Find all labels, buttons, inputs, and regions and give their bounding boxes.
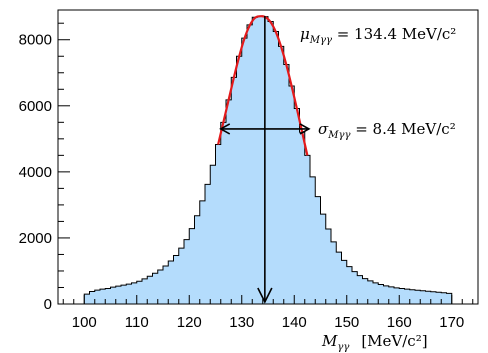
sigma-annotation: σMγγ = 8.4 MeV/c² — [318, 120, 456, 141]
y-tick-label: 4000 — [19, 164, 52, 181]
histogram-bin — [215, 144, 222, 304]
histogram-bin — [126, 284, 132, 304]
histogram-bin — [205, 184, 211, 304]
histogram-bin — [252, 17, 258, 304]
histogram-bin — [415, 290, 421, 304]
arrow-layer — [219, 15, 311, 304]
histogram-bars — [83, 15, 453, 305]
histogram-bin — [173, 255, 180, 304]
histogram-bin — [226, 99, 232, 304]
histogram-bin — [268, 21, 274, 304]
fit-curve — [217, 15, 309, 156]
histogram-bin — [278, 46, 285, 305]
histogram-bin — [105, 288, 111, 304]
histogram-bin — [199, 200, 206, 304]
histogram-bin — [367, 280, 374, 304]
histogram-bin — [404, 289, 411, 304]
x-tick-label: 140 — [282, 314, 307, 331]
histogram-bin — [220, 122, 227, 304]
histogram-bin — [121, 285, 127, 304]
histogram-bin — [131, 282, 138, 304]
histogram-bin — [294, 108, 300, 304]
histogram-bin — [304, 155, 311, 304]
histogram-bin — [168, 261, 174, 304]
histogram-bin — [394, 287, 400, 304]
histogram-bin — [441, 292, 447, 304]
histogram-bin — [247, 24, 253, 304]
histogram-bin — [325, 229, 332, 304]
axes — [57, 9, 479, 305]
histogram-bin — [100, 289, 106, 304]
y-tick-label: 2000 — [19, 230, 52, 247]
x-tick-label: 160 — [387, 314, 412, 331]
sigma-arrowhead-right — [299, 123, 311, 135]
histogram-bin — [315, 196, 321, 304]
histogram-bin — [283, 64, 290, 304]
histogram-bin — [231, 77, 237, 304]
mean-arrowhead — [257, 287, 273, 304]
histogram-bin — [136, 281, 143, 304]
y-tick-label: 8000 — [19, 32, 52, 49]
sigma-arrowhead-left — [219, 123, 231, 135]
fit-curve-layer — [217, 15, 309, 156]
histogram-bin — [273, 31, 279, 304]
histogram-bin — [178, 248, 185, 304]
x-tick-label: 120 — [177, 314, 202, 331]
histogram-bin — [310, 176, 316, 304]
histogram-bin — [89, 291, 96, 304]
histogram-bin — [194, 215, 201, 304]
mean-annotation: μMγγ = 134.4 MeV/c² — [300, 25, 456, 46]
histogram-bin — [336, 252, 342, 304]
histogram-bin — [425, 291, 432, 304]
histogram-bin — [236, 56, 243, 304]
histogram-bin — [436, 292, 442, 304]
histogram-bin — [289, 85, 295, 304]
histogram-bin — [378, 284, 384, 304]
histogram-bin — [115, 286, 122, 304]
histogram-bin — [84, 294, 90, 304]
histogram-bin — [241, 38, 248, 305]
histogram-bin — [142, 278, 148, 304]
histogram-bin — [163, 266, 169, 304]
histogram-bin — [152, 273, 159, 304]
histogram-bin — [446, 293, 453, 304]
histogram-bin — [399, 288, 405, 304]
histogram-bin — [383, 285, 390, 304]
x-tick-label: 130 — [229, 314, 254, 331]
y-tick-label: 0 — [44, 296, 52, 313]
histogram-bin — [184, 239, 190, 304]
histogram-bin — [420, 290, 426, 304]
tick-labels: 100 110 120 130 140 150 160 170 0 2000 4000 6000 800… — [19, 32, 465, 331]
histogram-bin — [331, 241, 337, 304]
histogram-bin — [346, 266, 353, 304]
plot-frame — [57, 9, 479, 305]
histogram-bin — [110, 287, 117, 304]
x-axis-label: Mγγ [MeV/c²] — [321, 332, 428, 353]
y-tick-label: 6000 — [19, 98, 52, 115]
histogram-bin — [210, 165, 216, 304]
histogram-bin — [362, 278, 369, 304]
histogram-bin — [320, 214, 327, 304]
histogram-bin — [94, 290, 101, 304]
histogram-bin — [147, 276, 153, 304]
histogram-bin — [189, 228, 195, 304]
x-tick-label: 110 — [125, 314, 149, 331]
histogram-bin — [299, 132, 306, 304]
histogram-bin — [430, 291, 437, 304]
histogram-bin — [352, 271, 358, 304]
histogram-bin — [357, 275, 363, 304]
x-tick-label: 150 — [334, 314, 359, 331]
histogram-bin — [409, 289, 416, 304]
histogram-bin — [257, 15, 264, 304]
histogram-bin — [388, 286, 395, 304]
x-tick-label: 170 — [439, 314, 464, 331]
x-tick-label: 100 — [72, 314, 97, 331]
histogram-bin — [157, 269, 164, 304]
histogram-bin — [341, 260, 348, 304]
histogram-bin — [373, 282, 379, 304]
